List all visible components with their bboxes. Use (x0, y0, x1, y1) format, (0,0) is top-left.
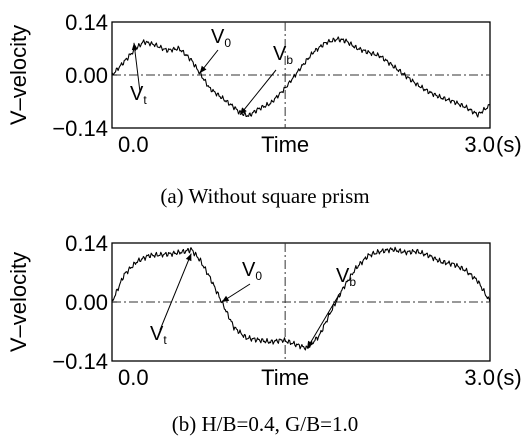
annotation-leader-line (239, 69, 277, 116)
x-unit-label: (s) (496, 365, 522, 390)
x-unit-label: (s) (496, 132, 522, 157)
chart-caption: (b) H/B=0.4, G/B=1.0 (172, 412, 358, 436)
annotation-arrowhead (199, 65, 207, 74)
x-axis-label: Time (261, 365, 309, 390)
annotation-main: V (211, 26, 225, 48)
y-tick-label: 0.00 (65, 63, 108, 88)
annotation-leader-line (306, 292, 341, 349)
annotation-label: Vb (273, 43, 293, 67)
y-tick-label: −0.14 (52, 349, 108, 374)
annotation-label: V0 (211, 26, 231, 50)
annotation-label: Vt (150, 323, 167, 347)
annotation-arrowhead (307, 340, 314, 349)
x-tick-label: 3.0 (464, 365, 495, 390)
annotation-label: Vb (336, 265, 356, 289)
chart-caption: (a) Without square prism (160, 184, 369, 208)
x-tick-label: 0.0 (118, 132, 149, 157)
annotation-leader-line (159, 253, 192, 331)
x-axis-label: Time (261, 132, 309, 157)
annotation-main: V (150, 323, 164, 345)
annotation-arrowhead (185, 253, 192, 262)
y-tick-label: 0.14 (65, 10, 108, 35)
annotation-arrowhead (240, 107, 247, 115)
annotation-main: V (336, 265, 350, 287)
annotation-subscript: b (286, 53, 293, 67)
annotation-label: V0 (242, 259, 262, 283)
annotation-main: V (130, 83, 144, 105)
velocity-series-line (111, 246, 491, 351)
y-tick-label: 0.00 (65, 290, 108, 315)
y-tick-label: −0.14 (52, 116, 108, 141)
x-tick-label: 0.0 (118, 365, 149, 390)
y-axis-label: V–velocity (6, 25, 31, 125)
velocity-series-line (111, 36, 491, 118)
y-axis-label: V–velocity (6, 252, 31, 352)
annotation-arrowhead (131, 42, 138, 51)
x-tick-label: 3.0 (464, 132, 495, 157)
annotation-leader-line (133, 42, 141, 93)
annotation-subscript: t (163, 333, 167, 347)
annotation-subscript: 0 (224, 36, 231, 50)
annotation-main: V (242, 259, 256, 281)
y-tick-label: 0.14 (65, 231, 108, 256)
annotation-subscript: t (143, 93, 147, 107)
annotation-subscript: b (349, 275, 356, 289)
annotation-arrowhead (221, 295, 230, 302)
annotation-label: Vt (130, 83, 147, 107)
annotation-subscript: 0 (255, 269, 262, 283)
annotation-main: V (273, 43, 287, 65)
